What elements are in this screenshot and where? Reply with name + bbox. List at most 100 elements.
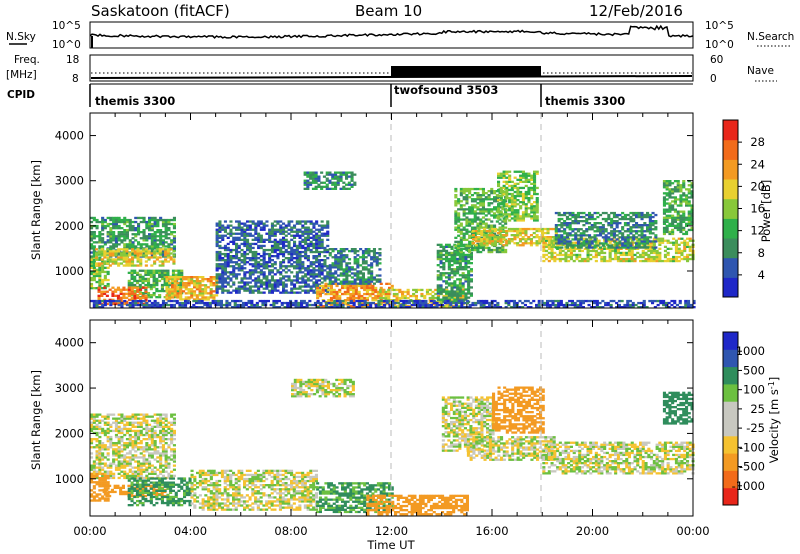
heatmap-cell — [328, 276, 332, 279]
heatmap-cell — [593, 224, 597, 227]
heatmap-cell — [186, 299, 190, 303]
heatmap-cell — [158, 264, 162, 267]
heatmap-cell — [320, 181, 324, 184]
heatmap-cell — [326, 220, 330, 223]
heatmap-cell — [467, 255, 471, 259]
heatmap-cell — [127, 288, 131, 291]
heatmap-cell — [100, 294, 104, 297]
heatmap-cell — [561, 257, 565, 261]
heatmap-cell — [453, 292, 457, 295]
heatmap-cell — [378, 296, 382, 300]
heatmap-cell — [270, 265, 274, 268]
heatmap-cell — [301, 230, 305, 233]
heatmap-cell — [533, 215, 537, 218]
heatmap-cell — [370, 266, 374, 269]
heatmap-cell — [571, 238, 575, 241]
heatmap-cell — [530, 209, 534, 212]
heatmap-cell — [505, 231, 509, 235]
heatmap-cell — [588, 236, 592, 239]
heatmap-cell — [654, 226, 658, 229]
nsearch-label: N.Search — [747, 31, 794, 43]
heatmap-cell — [359, 270, 363, 273]
heatmap-cell — [648, 220, 652, 223]
heatmap-cell — [273, 267, 277, 270]
heatmap-cell — [226, 246, 230, 250]
heatmap-cell — [586, 257, 590, 261]
heatmap-cell — [235, 287, 239, 290]
heatmap-cell — [139, 250, 143, 253]
heatmap-cell — [473, 198, 477, 201]
heatmap-cell — [92, 237, 96, 240]
heatmap-cell — [565, 222, 569, 225]
heatmap-cell — [108, 258, 112, 261]
heatmap-cell — [372, 278, 376, 281]
heatmap-cell — [510, 240, 514, 243]
heatmap-cell — [560, 224, 564, 227]
heatmap-cell — [485, 238, 489, 241]
heatmap-cell — [218, 234, 222, 237]
heatmap-cell — [229, 230, 233, 233]
heatmap-cell — [461, 268, 465, 271]
heatmap-cell — [601, 224, 605, 227]
heatmap-cell — [339, 177, 343, 180]
heatmap-cell — [158, 275, 162, 278]
heatmap-cell — [560, 222, 564, 225]
heatmap-cell — [150, 247, 154, 250]
heatmap-cell — [206, 280, 210, 283]
heatmap-cell — [98, 233, 102, 236]
heatmap-cell — [468, 212, 472, 215]
heatmap-cell — [457, 214, 461, 217]
heatmap-cell — [128, 262, 132, 265]
heatmap-cell — [325, 187, 329, 190]
heatmap-cell — [298, 242, 302, 246]
heatmap-cell — [627, 259, 631, 263]
heatmap-cell — [164, 301, 168, 305]
heatmap-cell — [579, 234, 583, 237]
heatmap-cell — [535, 203, 539, 206]
heatmap-cell — [572, 241, 576, 244]
heatmap-cell — [306, 279, 310, 282]
heatmap-cell — [147, 271, 151, 274]
heatmap-cell — [588, 234, 592, 237]
heatmap-cell — [226, 224, 230, 227]
heatmap-cell — [599, 228, 603, 231]
heatmap-cell — [106, 252, 110, 255]
heatmap-cell — [502, 199, 506, 202]
heatmap-cell — [637, 215, 641, 219]
heatmap-cell — [469, 268, 473, 271]
heatmap-cell — [265, 283, 269, 286]
heatmap-cell — [651, 240, 655, 243]
heatmap-cell — [687, 210, 691, 213]
heatmap-cell — [270, 259, 274, 262]
heatmap-cell — [161, 235, 165, 238]
heatmap-cell — [337, 256, 341, 259]
heatmap-cell — [677, 251, 681, 255]
heatmap-cell — [542, 245, 546, 248]
heatmap-cell — [180, 283, 184, 287]
heatmap-cell — [454, 218, 458, 221]
heatmap-cell — [665, 230, 669, 234]
heatmap-cell — [223, 271, 227, 274]
heatmap-cell — [221, 246, 225, 250]
heatmap-cell — [565, 236, 569, 239]
heatmap-cell — [240, 222, 244, 225]
heatmap-cell — [117, 233, 121, 236]
heatmap-cell — [612, 213, 616, 217]
heatmap-cell — [172, 239, 176, 242]
heatmap-cell — [481, 187, 485, 191]
heatmap-cell — [106, 272, 110, 276]
heatmap-cell — [184, 299, 188, 303]
heatmap-cell — [90, 264, 94, 267]
heatmap-cell — [316, 290, 320, 294]
heatmap-cell — [490, 202, 494, 205]
heatmap-cell — [538, 242, 542, 245]
heatmap-cell — [479, 236, 483, 239]
heatmap-cell — [342, 280, 346, 283]
heatmap-cell — [447, 253, 451, 257]
heatmap-cell — [290, 281, 294, 284]
heatmap-cell — [687, 190, 691, 193]
heatmap-cell — [139, 262, 143, 265]
heatmap-cell — [98, 301, 102, 305]
heatmap-cell — [312, 275, 316, 278]
heatmap-cell — [464, 278, 468, 281]
